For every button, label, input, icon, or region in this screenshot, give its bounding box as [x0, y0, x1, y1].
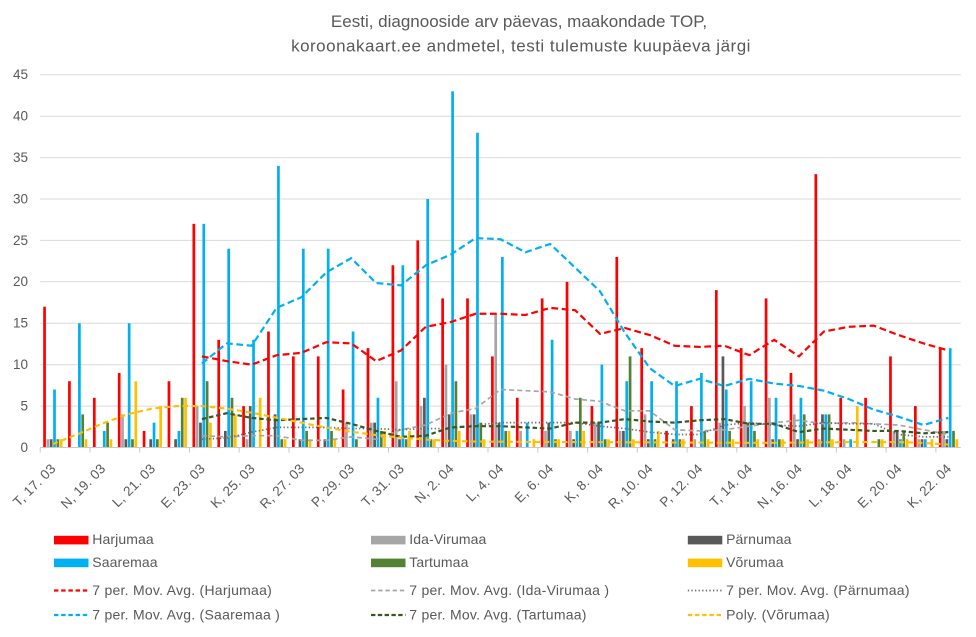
svg-text:Saaremaa: Saaremaa — [92, 554, 158, 570]
svg-text:20: 20 — [13, 274, 28, 289]
svg-text:Ida-Virumaa: Ida-Virumaa — [409, 531, 486, 547]
svg-text:Pärnumaa: Pärnumaa — [726, 531, 792, 547]
svg-text:Tartumaa: Tartumaa — [409, 554, 468, 570]
svg-text:7 per. Mov. Avg. (Pärnumaa): 7 per. Mov. Avg. (Pärnumaa) — [726, 582, 910, 598]
svg-text:Harjumaa: Harjumaa — [92, 531, 154, 547]
svg-text:7 per. Mov. Avg. (Tartumaa): 7 per. Mov. Avg. (Tartumaa) — [409, 607, 586, 623]
svg-text:5: 5 — [20, 399, 28, 414]
svg-text:0: 0 — [20, 440, 28, 455]
svg-text:25: 25 — [13, 233, 28, 248]
svg-text:Võrumaa: Võrumaa — [726, 554, 784, 570]
svg-text:10: 10 — [13, 357, 28, 372]
svg-text:koroonakaart.ee andmetel, test: koroonakaart.ee andmetel, testi tulemust… — [291, 37, 751, 56]
svg-text:Eesti, diagnooside arv päevas,: Eesti, diagnooside arv päevas, maakondad… — [331, 12, 707, 31]
svg-text:Poly. (Võrumaa): Poly. (Võrumaa) — [726, 607, 830, 623]
svg-text:30: 30 — [13, 191, 28, 206]
svg-text:7 per. Mov. Avg. (Harjumaa): 7 per. Mov. Avg. (Harjumaa) — [92, 582, 272, 598]
svg-text:35: 35 — [13, 150, 28, 165]
svg-text:40: 40 — [13, 109, 28, 124]
svg-text:45: 45 — [13, 67, 28, 82]
svg-text:7 per. Mov. Avg. (Saaremaa ): 7 per. Mov. Avg. (Saaremaa ) — [92, 607, 280, 623]
svg-text:15: 15 — [13, 316, 28, 331]
svg-text:7 per. Mov. Avg. (Ida-Virumaa: 7 per. Mov. Avg. (Ida-Virumaa ) — [409, 582, 609, 598]
